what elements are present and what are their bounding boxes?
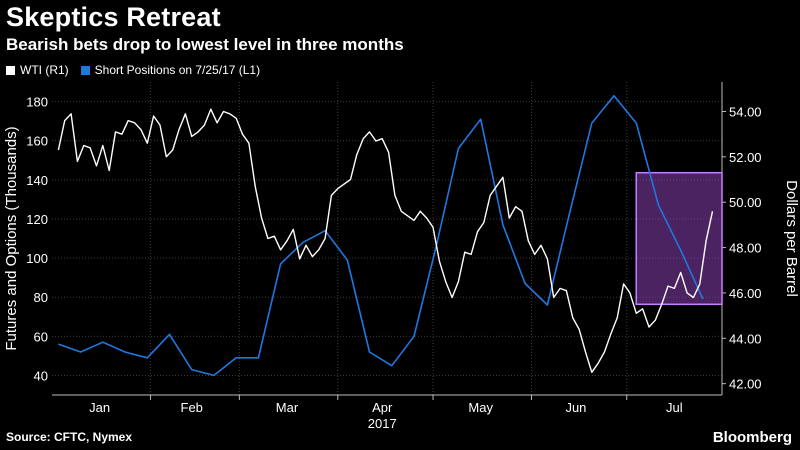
y-left-tick-label: 160	[26, 134, 48, 149]
x-tick-label: Jan	[89, 400, 110, 415]
y-left-tick-label: 80	[34, 290, 48, 305]
x-tick-label: May	[468, 400, 493, 415]
y-left-tick-label: 140	[26, 173, 48, 188]
y-left-tick-label: 40	[34, 368, 48, 383]
x-axis-label: 2017	[368, 416, 397, 431]
y-right-tick-label: 44.00	[729, 331, 762, 346]
bloomberg-logo: Bloomberg	[712, 429, 792, 446]
y-right-tick-label: 46.00	[729, 286, 762, 301]
y-left-tick-label: 180	[26, 95, 48, 110]
legend-item-short-positions: Short Positions on 7/25/17 (L1)	[80, 63, 261, 77]
x-tick-label: Feb	[181, 400, 203, 415]
legend-swatch-wti	[6, 65, 15, 75]
series-line-short-positions	[58, 94, 704, 377]
y-right-tick-label: 54.00	[729, 104, 762, 119]
legend-swatch-short-positions	[80, 65, 90, 75]
x-tick-label: Jun	[565, 400, 586, 415]
y-right-tick-label: 50.00	[729, 195, 762, 210]
y-right-tick-label: 52.00	[729, 150, 762, 165]
series-line-wti	[57, 108, 714, 373]
legend-item-wti: WTI (R1)	[6, 63, 69, 77]
y-left-axis-label: Futures and Options (Thousands)	[3, 126, 20, 350]
y-right-tick-label: 42.00	[729, 377, 762, 392]
y-left-tick-label: 60	[34, 329, 48, 344]
x-tick-label: Jul	[666, 400, 683, 415]
chart-subtitle: Bearish bets drop to lowest level in thr…	[6, 35, 404, 54]
legend-label-wti: WTI (R1)	[20, 63, 69, 77]
y-right-axis-label: Dollars per Barrel	[783, 180, 800, 297]
y-right-tick-label: 48.00	[729, 241, 762, 256]
x-tick-label: Mar	[276, 400, 299, 415]
x-tick-label: Apr	[372, 400, 393, 415]
highlight-box	[635, 171, 723, 306]
legend-label-short-positions: Short Positions on 7/25/17 (L1)	[94, 63, 261, 77]
chart-title: Skeptics Retreat	[6, 2, 221, 32]
y-left-tick-label: 120	[26, 212, 48, 227]
legend: WTI (R1) Short Positions on 7/25/17 (L1)	[6, 63, 272, 77]
source-note: Source: CFTC, Nymex	[6, 430, 133, 444]
y-left-tick-label: 100	[26, 251, 48, 266]
